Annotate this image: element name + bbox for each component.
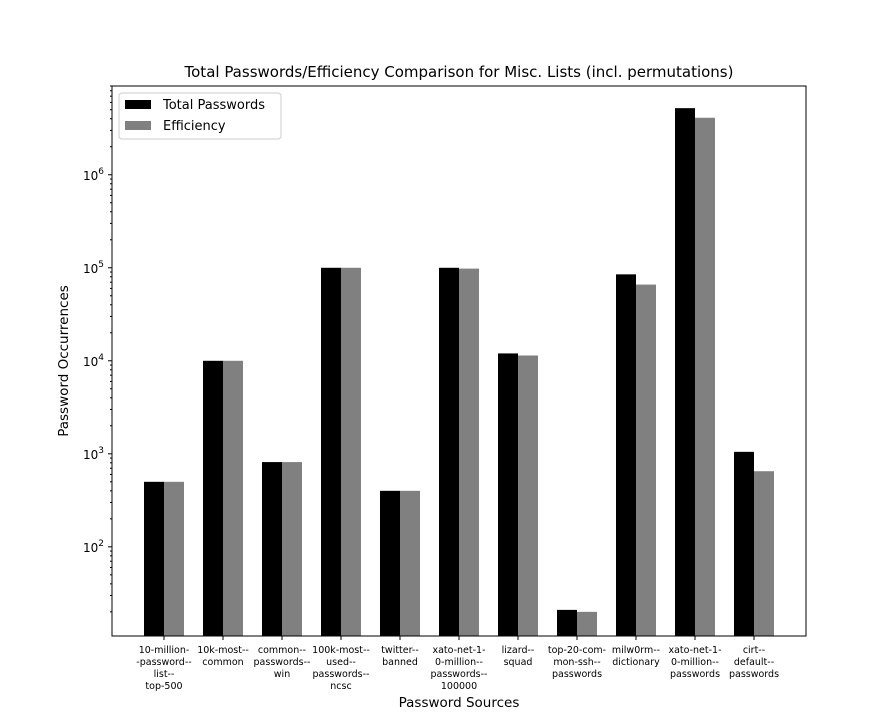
x-tick-label-7: top-20-com-mon-ssh--passwords xyxy=(548,645,606,680)
bar-total-passwords-6 xyxy=(498,353,518,636)
bar-efficiency-9 xyxy=(695,117,715,636)
bar-efficiency-2 xyxy=(282,462,302,636)
y-tick-label-2: 104 xyxy=(83,353,104,369)
bar-efficiency-4 xyxy=(400,490,420,636)
bar-efficiency-0 xyxy=(164,481,184,636)
x-axis-label: Password Sources xyxy=(399,695,520,711)
x-tick-label-4: twitter--banned xyxy=(381,645,419,668)
y-tick-label-0: 102 xyxy=(83,539,104,555)
bar-efficiency-1 xyxy=(223,360,243,636)
x-tick-label-3: 100k-most--used--passwords--ncsc xyxy=(312,645,370,692)
legend-swatch-1 xyxy=(125,121,151,130)
bar-total-passwords-4 xyxy=(380,490,400,636)
y-tick-label-4: 106 xyxy=(83,167,104,183)
x-axis: 10-million--password--list--top-500 10k-m… xyxy=(136,636,779,692)
bar-efficiency-7 xyxy=(577,611,597,636)
bar-efficiency-6 xyxy=(518,355,538,636)
legend-frame xyxy=(118,92,282,140)
y-axis: 102 103 104 105 106 xyxy=(83,85,112,613)
x-tick-label-10: cirt--default--passwords xyxy=(729,645,779,680)
bar-total-passwords-3 xyxy=(321,267,341,636)
bar-efficiency-3 xyxy=(341,267,361,636)
y-tick-label-3: 105 xyxy=(83,260,104,276)
legend-label-1: Efficiency xyxy=(163,119,226,134)
bar-efficiency-8 xyxy=(636,284,656,636)
y-tick-label-1: 103 xyxy=(83,446,104,462)
legend: Total Passwords Efficiency xyxy=(118,92,282,140)
x-tick-label-8: milw0rm--dictionary xyxy=(612,645,660,668)
bar-total-passwords-0 xyxy=(144,481,164,636)
x-tick-label-0: 10-million--password--list--top-500 xyxy=(136,645,191,692)
bar-total-passwords-10 xyxy=(734,451,754,636)
bar-total-passwords-2 xyxy=(262,462,282,636)
x-tick-label-9: xato-net-1-0-million--passwords xyxy=(668,645,721,680)
legend-label-0: Total Passwords xyxy=(162,98,265,113)
bars-group xyxy=(144,108,774,637)
bar-efficiency-10 xyxy=(754,471,774,636)
x-tick-label-1: 10k-most--common xyxy=(197,645,249,668)
x-tick-label-5: xato-net-1-0-million--passwords--100000 xyxy=(431,645,488,692)
bar-efficiency-5 xyxy=(459,268,479,636)
bar-total-passwords-5 xyxy=(439,267,459,636)
bar-total-passwords-1 xyxy=(203,360,223,636)
legend-swatch-0 xyxy=(125,100,151,109)
bar-total-passwords-9 xyxy=(675,108,695,637)
bar-total-passwords-8 xyxy=(616,274,636,636)
bar-total-passwords-7 xyxy=(557,609,577,636)
y-axis-label: Password Occurrences xyxy=(56,285,72,437)
x-tick-label-2: common--passwords--win xyxy=(254,645,311,680)
x-tick-label-6: lizard--squad xyxy=(502,645,535,668)
chart-title: Total Passwords/Efficiency Comparison fo… xyxy=(184,63,734,81)
